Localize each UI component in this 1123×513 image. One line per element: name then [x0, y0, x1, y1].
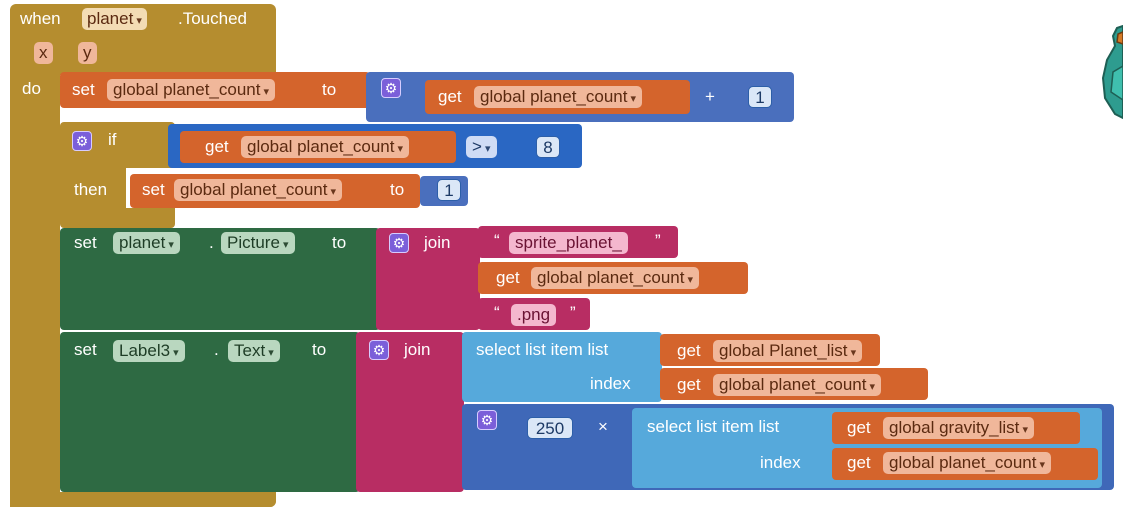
get-label: get [677, 341, 701, 360]
variable-dropdown[interactable]: global planet_count [174, 179, 343, 201]
get-label: get [496, 268, 520, 287]
component-dropdown-planet[interactable]: planet [82, 8, 147, 30]
get-label: get [438, 87, 462, 106]
get-variable-dropdown[interactable]: global planet_count [241, 136, 410, 158]
then-label: then [74, 180, 108, 199]
string-field-png[interactable]: .png [511, 304, 557, 326]
to-label: to [322, 80, 337, 99]
param-x[interactable]: x [34, 42, 53, 64]
do-label: do [22, 79, 41, 98]
plus-operator: + [705, 87, 715, 106]
if-label: if [108, 130, 117, 149]
set-label: set [142, 180, 165, 199]
index-label: index [590, 374, 631, 393]
gear-icon[interactable]: ⚙ [72, 131, 92, 151]
number-field-1[interactable]: 1 [748, 86, 772, 108]
event-block-left-rail [10, 75, 60, 507]
set-label: set [72, 80, 95, 99]
set-label: set [74, 233, 97, 252]
to-label: to [332, 233, 347, 252]
property-dropdown-picture[interactable]: Picture [221, 232, 295, 254]
get-label: get [847, 418, 871, 437]
gear-icon[interactable]: ⚙ [389, 233, 409, 253]
variable-dropdown[interactable]: global planet_count [107, 79, 276, 101]
join-label: join [424, 233, 451, 252]
gear-icon[interactable]: ⚙ [477, 410, 497, 430]
to-label: to [312, 340, 327, 359]
get-variable-dropdown[interactable]: global planet_count [713, 374, 882, 396]
set-label: set [74, 340, 97, 359]
compare-operator-dropdown[interactable]: > [466, 136, 497, 158]
component-dropdown-label3[interactable]: Label3 [113, 340, 185, 362]
get-variable-dropdown[interactable]: global gravity_list [883, 417, 1034, 439]
get-label: get [847, 453, 871, 472]
number-field-1[interactable]: 1 [437, 179, 461, 201]
to-label: to [390, 180, 405, 199]
number-field-8[interactable]: 8 [536, 136, 560, 158]
get-variable-dropdown[interactable]: global Planet_list [713, 340, 863, 362]
quote-open: “ [494, 303, 500, 322]
gear-icon[interactable]: ⚙ [369, 340, 389, 360]
quote-open: “ [494, 231, 500, 250]
get-variable-dropdown[interactable]: global planet_count [883, 452, 1052, 474]
number-field-250[interactable]: 250 [527, 417, 573, 439]
quote-close: ” [655, 231, 661, 250]
string-field-sprite-planet[interactable]: sprite_planet_ [509, 232, 628, 254]
gear-icon[interactable]: ⚙ [381, 78, 401, 98]
multiply-operator: × [598, 417, 608, 436]
backpack-mascot-icon[interactable] [1101, 22, 1123, 122]
select-list-item-block[interactable] [462, 332, 662, 402]
component-dropdown-planet[interactable]: planet [113, 232, 180, 254]
quote-close: ” [570, 303, 576, 322]
event-block-bottom-bar [10, 492, 276, 507]
get-variable-dropdown[interactable]: global planet_count [474, 86, 643, 108]
dot-label: . [209, 233, 214, 252]
event-name-label: .Touched [178, 9, 247, 28]
param-y[interactable]: y [78, 42, 97, 64]
select-list-item-label: select list item list [647, 417, 780, 436]
dot-label: . [214, 340, 219, 359]
index-label: index [760, 453, 801, 472]
select-list-item-label: select list item list [476, 340, 609, 359]
when-label: when [20, 9, 61, 28]
set-label3-text-block[interactable] [60, 332, 360, 492]
get-label: get [677, 375, 701, 394]
join-label: join [404, 340, 431, 359]
get-variable-dropdown[interactable]: global planet_count [531, 267, 700, 289]
property-dropdown-text[interactable]: Text [228, 340, 280, 362]
get-label: get [205, 137, 229, 156]
